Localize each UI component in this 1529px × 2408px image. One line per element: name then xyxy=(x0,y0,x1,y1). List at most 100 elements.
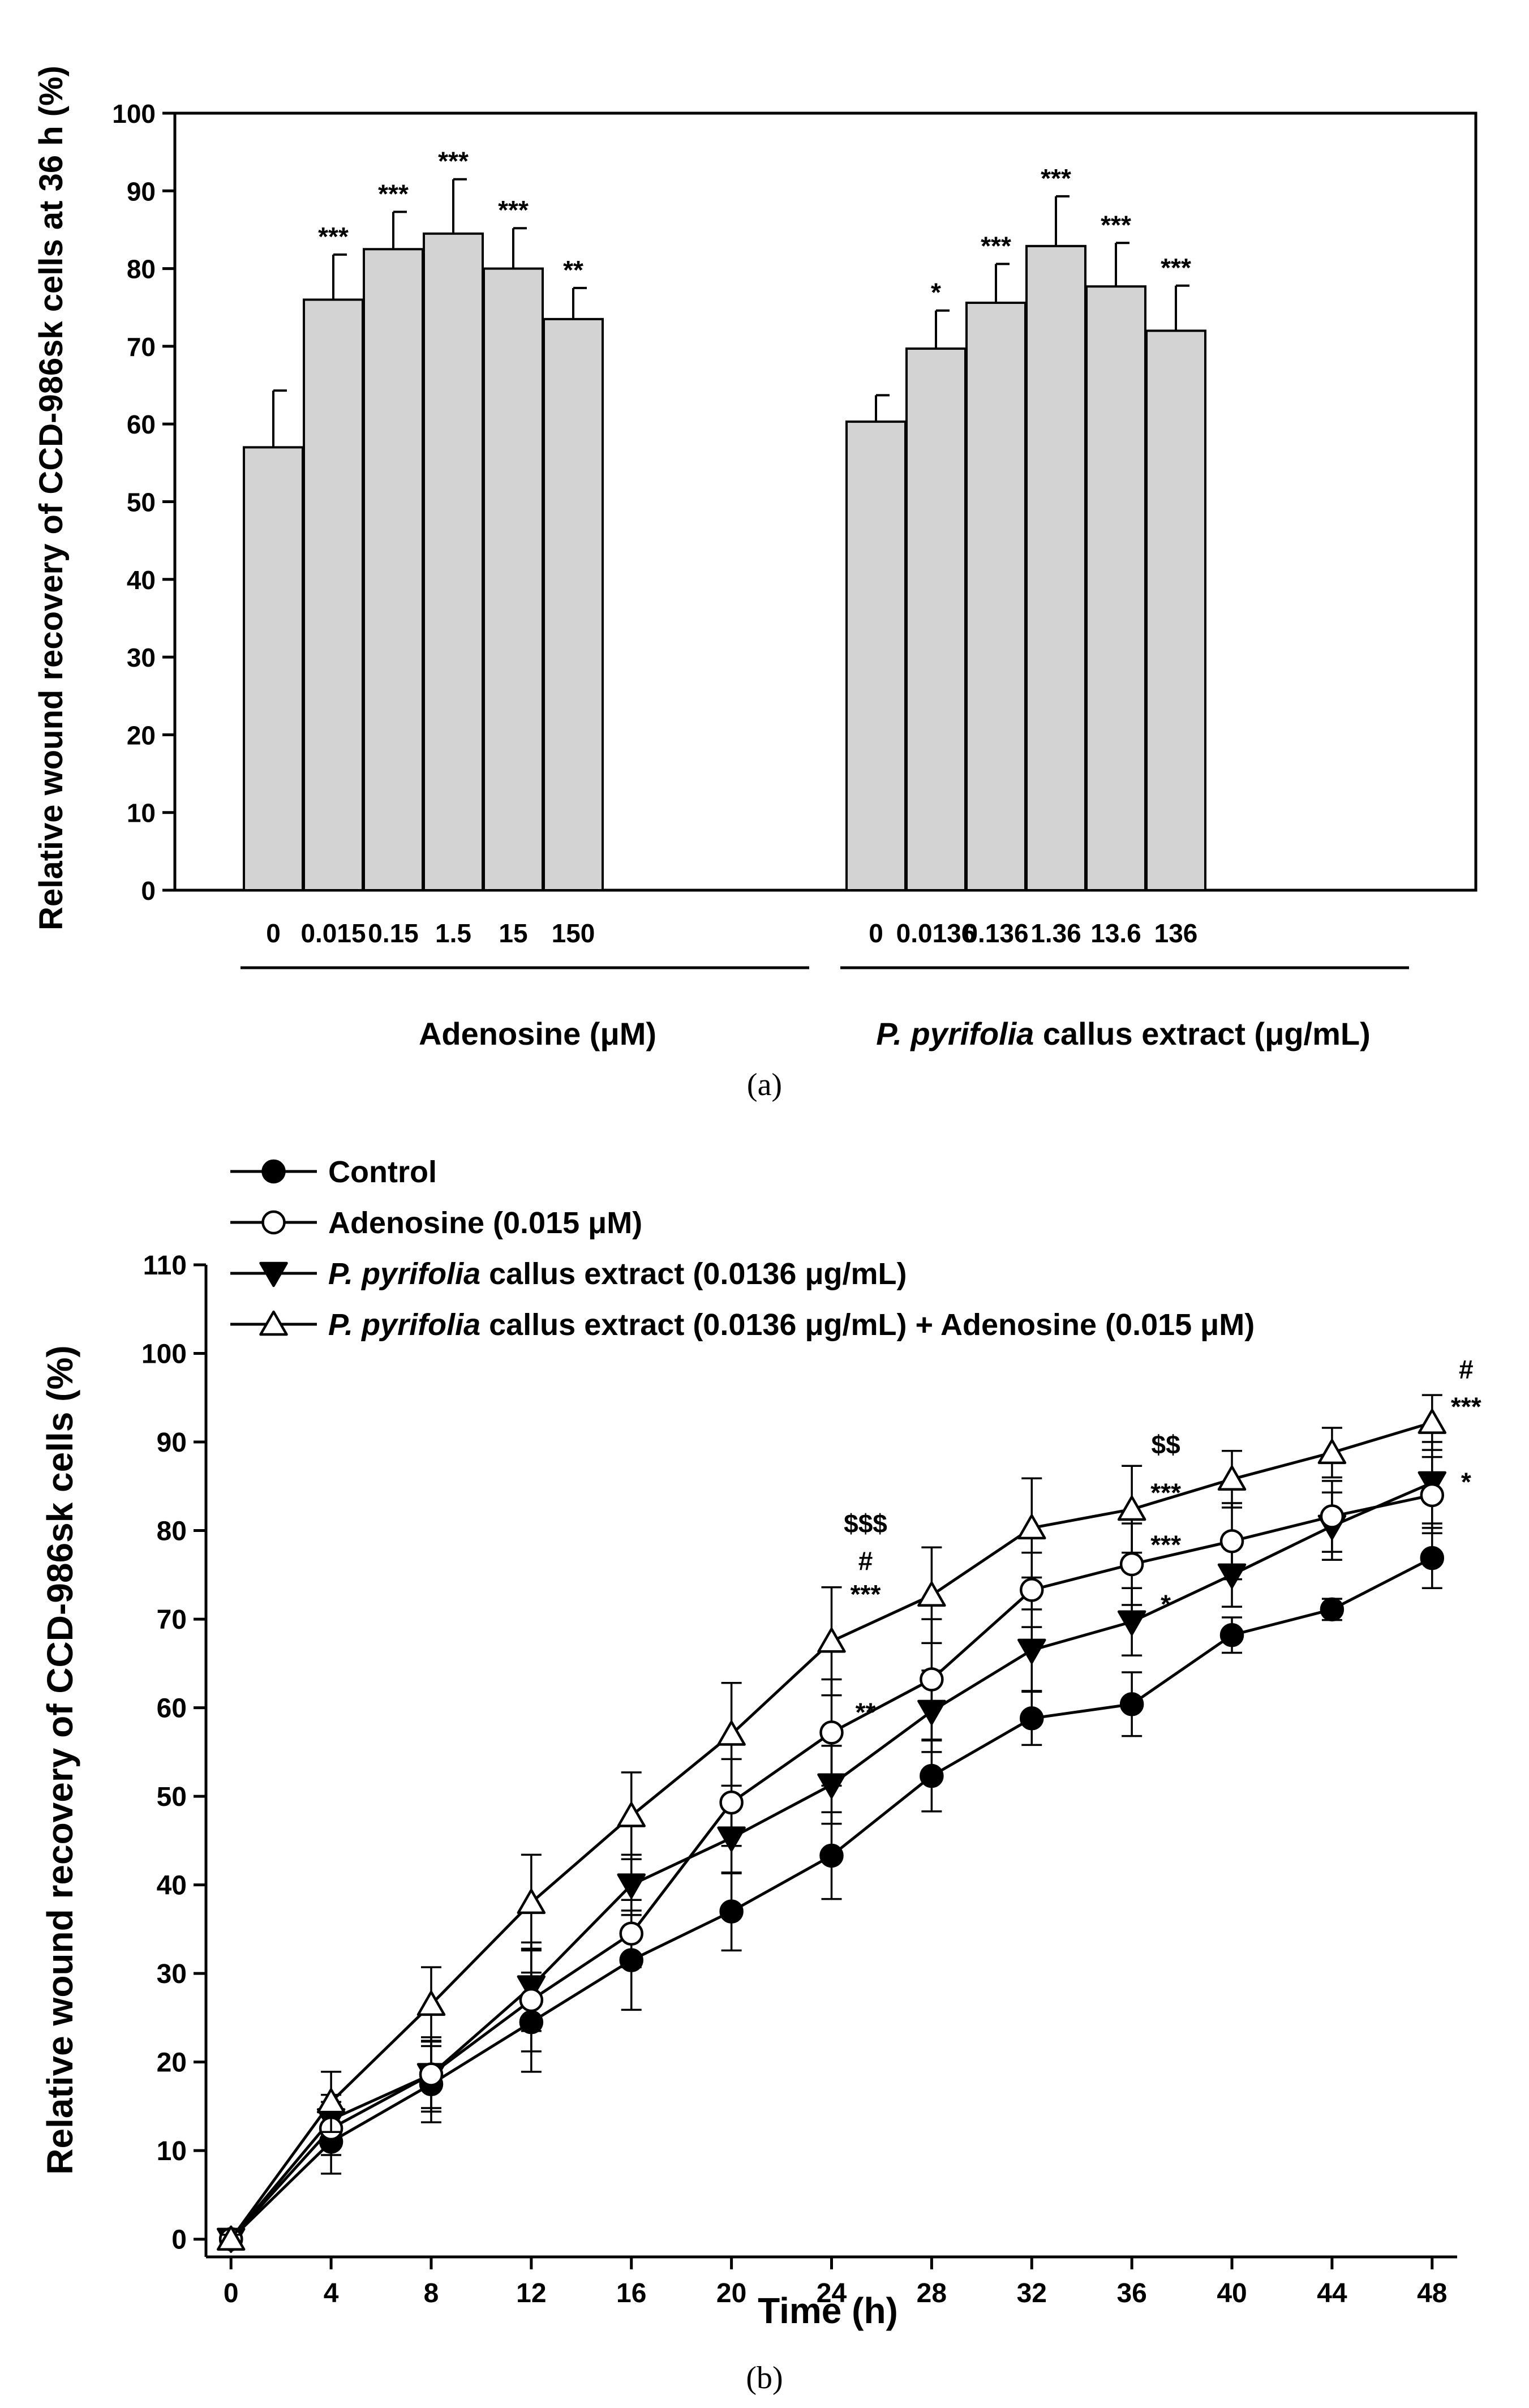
data-point xyxy=(1219,1622,1244,1647)
significance-label: *** xyxy=(981,231,1011,260)
y-tick-label: 80 xyxy=(157,1517,187,1547)
y-tick-label: 0 xyxy=(171,2225,187,2255)
y-tick-label: 0 xyxy=(141,876,156,905)
data-point xyxy=(1017,1514,1046,1540)
x-tick-label: 48 xyxy=(1417,2278,1447,2308)
data-point xyxy=(1420,1483,1445,1508)
y-tick-label: 20 xyxy=(127,720,156,750)
significance-label: ** xyxy=(563,255,583,285)
bar xyxy=(965,302,1027,892)
panel-b-x-axis: 0 4 8 12 16 20 24 28 32 36 40 44 48 xyxy=(224,2257,1447,2308)
panel-a-y-axis: 0 10 20 30 40 50 60 70 80 90 100 xyxy=(112,99,175,905)
significance-label: ** xyxy=(856,1697,876,1727)
data-point xyxy=(917,1581,946,1607)
bar xyxy=(1145,329,1206,891)
y-tick-label: 30 xyxy=(157,1959,187,1989)
x-tick-label: 4 xyxy=(324,2278,339,2308)
panel-b-label: (b) xyxy=(746,2360,783,2396)
y-tick-label: 40 xyxy=(127,565,156,595)
y-tick-label: 50 xyxy=(157,1782,187,1812)
category-label: 1.5 xyxy=(435,918,471,948)
category-label: 1.36 xyxy=(1030,918,1081,948)
x-tick-label: 24 xyxy=(817,2278,847,2308)
data-point xyxy=(1219,1529,1244,1553)
y-tick-label: 90 xyxy=(157,1428,187,1458)
category-label: 0.0136 xyxy=(896,918,976,948)
panel-b-plot-area xyxy=(216,1394,1447,2253)
significance-label: *** xyxy=(851,1579,881,1609)
panel-a-label: (a) xyxy=(747,1067,782,1102)
significance-label: *** xyxy=(1101,210,1131,239)
data-point xyxy=(817,1627,846,1653)
bar xyxy=(363,248,424,891)
significance-label: # xyxy=(1459,1355,1474,1384)
category-label: 136 xyxy=(1154,918,1198,948)
significance-label: * xyxy=(931,278,941,307)
x-tick-label: 32 xyxy=(1017,2278,1047,2308)
significance-label: * xyxy=(1461,1467,1471,1496)
data-point xyxy=(1119,1552,1144,1577)
x-tick-label: 12 xyxy=(516,2278,546,2308)
x-tick-label: 0 xyxy=(224,2278,239,2308)
data-point xyxy=(316,2088,346,2114)
x-tick-label: 8 xyxy=(424,2278,439,2308)
legend-label-italic: P. pyrifolia xyxy=(328,1308,480,1342)
legend-label: P. pyrifolia callus extract (0.0136 μg/m… xyxy=(328,1308,1255,1342)
panel-a-bars: *************************** xyxy=(243,147,1206,892)
significance-label: *** xyxy=(1150,1530,1181,1560)
significance-label: $$$ xyxy=(844,1509,887,1538)
y-tick-label: 90 xyxy=(127,177,156,206)
data-point xyxy=(517,1888,546,1915)
y-tick-label: 20 xyxy=(157,2048,187,2078)
x-tick-label: 28 xyxy=(917,2278,947,2308)
y-tick-label: 60 xyxy=(127,410,156,439)
y-tick-label: 110 xyxy=(143,1251,187,1281)
significance-label: *** xyxy=(378,179,409,208)
panel-b-y-label: Relative wound recovery of CCD-986sk cel… xyxy=(40,1345,80,2174)
category-label: 0 xyxy=(266,918,281,948)
y-tick-label: 10 xyxy=(127,799,156,828)
data-point xyxy=(819,1843,844,1868)
significance-label: *** xyxy=(438,147,469,176)
data-point xyxy=(519,1988,544,2012)
data-point xyxy=(1020,1706,1044,1731)
panel-b-x-label: Time (h) xyxy=(758,2290,898,2331)
data-point xyxy=(717,1720,746,1746)
data-point xyxy=(1117,1610,1146,1636)
bar xyxy=(303,298,364,891)
category-label: 0.136 xyxy=(963,918,1028,948)
panel-b-legend: Control Adenosine (0.015 μM) P. pyrifolia … xyxy=(230,1155,1255,1342)
y-tick-label: 100 xyxy=(141,1340,187,1370)
data-point xyxy=(1117,1495,1146,1521)
significance-label: *** xyxy=(1451,1392,1481,1421)
data-point xyxy=(1320,1504,1345,1529)
data-point xyxy=(1418,1409,1447,1434)
legend-label: P. pyrifolia callus extract (0.0136 μg/m… xyxy=(328,1257,907,1291)
y-tick-label: 70 xyxy=(127,332,156,362)
legend-marker xyxy=(259,1261,288,1287)
significance-label: * xyxy=(1161,1589,1171,1619)
data-point xyxy=(216,2225,246,2251)
y-tick-label: 40 xyxy=(157,1871,187,1901)
category-label: 0 xyxy=(869,918,883,948)
panel-a: *************************** 010203040506… xyxy=(33,66,1478,1102)
y-tick-label: 60 xyxy=(157,1694,187,1724)
category-label: 0.15 xyxy=(368,918,419,948)
bar xyxy=(483,267,544,892)
group-label-adenosine: Adenosine (μM) xyxy=(419,1016,656,1051)
x-tick-label: 20 xyxy=(716,2278,746,2308)
data-point xyxy=(1217,1465,1247,1491)
data-point xyxy=(719,1899,744,1924)
significance-label: *** xyxy=(1041,164,1071,193)
legend-label-rest: Control xyxy=(328,1155,437,1189)
legend-label-rest: Adenosine (0.015 μM) xyxy=(328,1206,642,1240)
legend-marker xyxy=(261,1210,286,1235)
legend-label: Control xyxy=(328,1155,437,1189)
data-point xyxy=(617,1802,646,1827)
significance-label: *** xyxy=(1161,253,1191,282)
data-point xyxy=(1317,1439,1347,1465)
category-label: 15 xyxy=(499,918,527,948)
group-label-extract: P. pyrifolia callus extract (μg/mL) xyxy=(876,1016,1371,1051)
